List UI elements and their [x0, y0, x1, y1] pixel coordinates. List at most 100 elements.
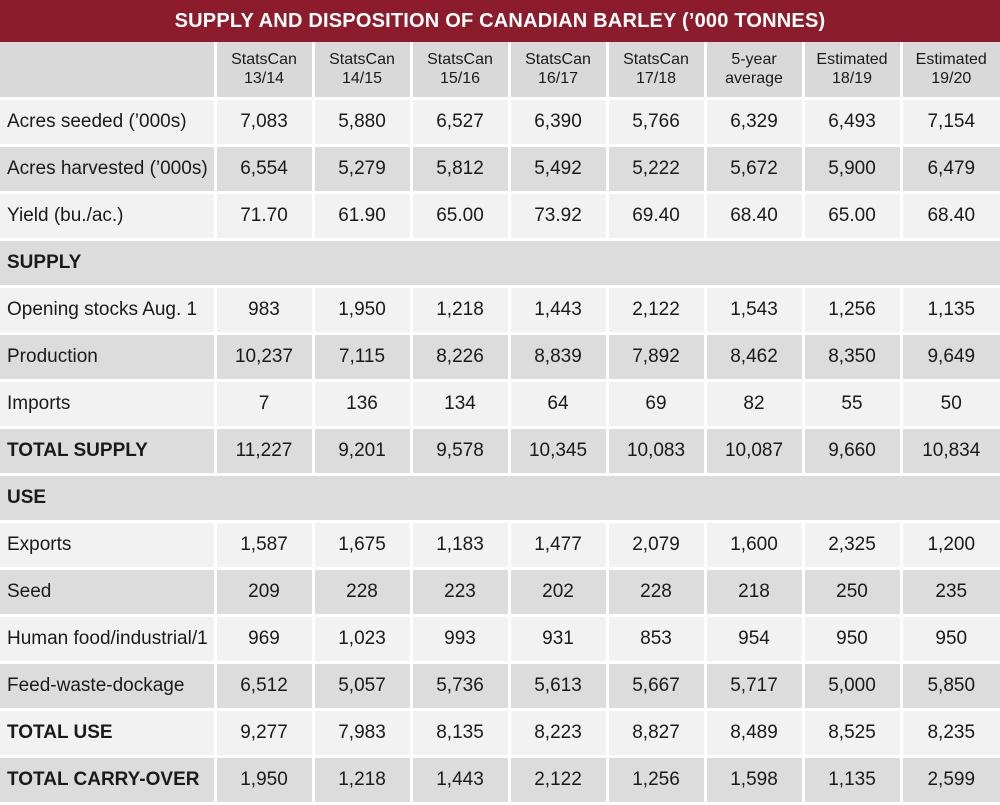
table-cell: 5,880 — [313, 98, 413, 147]
table-cell: 134 — [411, 380, 511, 429]
table-cell: 931 — [509, 615, 609, 664]
table-cell: 5,613 — [509, 662, 609, 711]
row-label: Yield (bu./ac.) — [0, 192, 217, 241]
table-cell: 8,350 — [803, 333, 903, 382]
table-cell: 6,390 — [509, 98, 609, 147]
table-cell: 1,183 — [411, 521, 511, 570]
table-cell: 1,256 — [607, 756, 707, 805]
table-cell: 6,329 — [705, 98, 805, 147]
section-label: USE — [0, 474, 1000, 523]
table-cell: 2,122 — [607, 286, 707, 335]
table-cell: 950 — [901, 615, 1000, 664]
table-cell: 1,218 — [313, 756, 413, 805]
table-cell: 993 — [411, 615, 511, 664]
table-cell: 50 — [901, 380, 1000, 429]
table-cell: 71.70 — [215, 192, 315, 241]
table-row: Yield (bu./ac.) 71.70 61.90 65.00 73.92 69.40… — [0, 192, 1000, 241]
table-row: Imports 7 136 134 64 69 82 55 50 — [0, 380, 1000, 429]
table-row: Seed 209 228 223 202 228 218 250 235 — [0, 568, 1000, 617]
table-cell: 9,277 — [215, 709, 315, 758]
table-cell: 1,443 — [411, 756, 511, 805]
table-cell: 8,135 — [411, 709, 511, 758]
table-cell: 1,950 — [215, 756, 315, 805]
table-cell: 10,087 — [705, 427, 805, 476]
table-cell: 9,660 — [803, 427, 903, 476]
row-label: TOTAL USE — [0, 709, 217, 758]
barley-table: StatsCan 13/14 StatsCan 14/15 StatsCan 15/1… — [0, 42, 1000, 805]
table-cell: 7,154 — [901, 98, 1000, 147]
section-label: SUPPLY — [0, 239, 1000, 288]
table-cell: 8,226 — [411, 333, 511, 382]
table-cell: 68.40 — [901, 192, 1000, 241]
row-label: Acres seeded (’000s) — [0, 98, 217, 147]
header-row: StatsCan 13/14 StatsCan 14/15 StatsCan 15/1… — [0, 42, 1000, 100]
table-title: SUPPLY AND DISPOSITION OF CANADIAN BARLE… — [0, 0, 1000, 42]
table-cell: 5,672 — [705, 145, 805, 194]
column-header-1718: StatsCan 17/18 — [607, 42, 707, 100]
table-cell: 228 — [313, 568, 413, 617]
table-cell: 1,675 — [313, 521, 413, 570]
row-label: Opening stocks Aug. 1 — [0, 286, 217, 335]
table-cell: 5,057 — [313, 662, 413, 711]
table-cell: 8,462 — [705, 333, 805, 382]
table-cell: 73.92 — [509, 192, 609, 241]
table-cell: 55 — [803, 380, 903, 429]
total-row: TOTAL USE 9,277 7,983 8,135 8,223 8,827 8,489 8… — [0, 709, 1000, 758]
column-header-1617: StatsCan 16/17 — [509, 42, 609, 100]
table-cell: 6,493 — [803, 98, 903, 147]
table-cell: 9,578 — [411, 427, 511, 476]
total-row: TOTAL CARRY-OVER 1,950 1,218 1,443 2,122 1,25… — [0, 756, 1000, 805]
table-cell: 5,000 — [803, 662, 903, 711]
table-cell: 5,900 — [803, 145, 903, 194]
table-cell: 5,222 — [607, 145, 707, 194]
row-label: TOTAL SUPPLY — [0, 427, 217, 476]
table-cell: 202 — [509, 568, 609, 617]
table-cell: 9,649 — [901, 333, 1000, 382]
table-cell: 969 — [215, 615, 315, 664]
row-label: Production — [0, 333, 217, 382]
table-cell: 136 — [313, 380, 413, 429]
table-cell: 6,527 — [411, 98, 511, 147]
table-cell: 2,079 — [607, 521, 707, 570]
column-header-1415: StatsCan 14/15 — [313, 42, 413, 100]
table-cell: 1,600 — [705, 521, 805, 570]
table-row: Production 10,237 7,115 8,226 8,839 7,892 8,46… — [0, 333, 1000, 382]
table-cell: 250 — [803, 568, 903, 617]
table-cell: 1,477 — [509, 521, 609, 570]
table-cell: 5,812 — [411, 145, 511, 194]
table-cell: 7,083 — [215, 98, 315, 147]
row-label: Acres harvested (’000s) — [0, 145, 217, 194]
table-cell: 82 — [705, 380, 805, 429]
table-cell: 10,083 — [607, 427, 707, 476]
table-cell: 983 — [215, 286, 315, 335]
table-cell: 68.40 — [705, 192, 805, 241]
table-cell: 69.40 — [607, 192, 707, 241]
table-cell: 8,839 — [509, 333, 609, 382]
table-cell: 8,223 — [509, 709, 609, 758]
table-cell: 7,892 — [607, 333, 707, 382]
table-cell: 8,525 — [803, 709, 903, 758]
table-cell: 950 — [803, 615, 903, 664]
table-cell: 5,279 — [313, 145, 413, 194]
table-cell: 10,345 — [509, 427, 609, 476]
table-cell: 1,135 — [803, 756, 903, 805]
table-cell: 1,950 — [313, 286, 413, 335]
table-cell: 228 — [607, 568, 707, 617]
table-row: Human food/industrial/1 969 1,023 993 931 853… — [0, 615, 1000, 664]
table-cell: 1,135 — [901, 286, 1000, 335]
table-cell: 1,443 — [509, 286, 609, 335]
row-label: Human food/industrial/1 — [0, 615, 217, 664]
table-cell: 65.00 — [803, 192, 903, 241]
table-cell: 1,587 — [215, 521, 315, 570]
table-cell: 7 — [215, 380, 315, 429]
table-cell: 5,717 — [705, 662, 805, 711]
table-cell: 8,827 — [607, 709, 707, 758]
table-cell: 1,543 — [705, 286, 805, 335]
section-row: USE — [0, 474, 1000, 523]
column-header-5yr-average: 5-year average — [705, 42, 805, 100]
table-cell: 5,736 — [411, 662, 511, 711]
table-cell: 6,554 — [215, 145, 315, 194]
table-cell: 65.00 — [411, 192, 511, 241]
column-header-1920: Estimated 19/20 — [901, 42, 1000, 100]
table-cell: 235 — [901, 568, 1000, 617]
